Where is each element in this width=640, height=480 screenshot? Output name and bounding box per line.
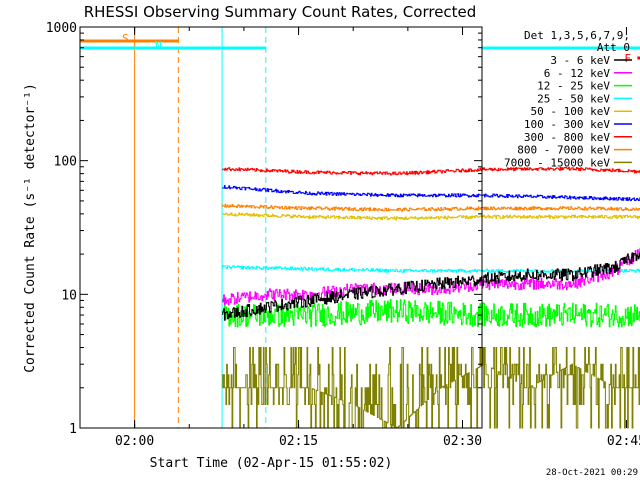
series-line-7 [222, 203, 640, 212]
y-tick-label: 100 [54, 155, 77, 170]
legend-label: 50 - 100 keV [531, 105, 611, 118]
y-axis-label: Corrected Count Rate (s⁻¹ detector⁻¹) [23, 83, 38, 373]
legend-label: 12 - 25 keV [537, 80, 610, 93]
legend-header: Att 0 [597, 41, 630, 54]
legend-label: 25 - 50 keV [537, 92, 610, 105]
legend-label: 100 - 300 keV [524, 118, 610, 131]
series-line-0 [222, 252, 640, 321]
plot-frame [79, 26, 483, 429]
legend-label: 3 - 6 keV [550, 54, 610, 67]
y-tick-label: 1 [69, 422, 77, 437]
x-tick-label: 02:45 [607, 434, 640, 449]
legend-header: Det 1,3,5,6,7,9, [524, 29, 630, 42]
legend-label: 300 - 800 keV [524, 131, 610, 144]
series-line-6 [222, 166, 640, 176]
series-line-2 [222, 298, 640, 328]
x-axis-label: Start Time (02-Apr-15 01:55:02) [150, 456, 393, 471]
chart-title: RHESSI Observing Summary Count Rates, Co… [84, 3, 477, 21]
y-tick-label: 10 [61, 288, 77, 303]
x-tick-label: 02:15 [279, 434, 318, 449]
footer-date: 28-Oct-2021 00:29 [546, 468, 638, 478]
series-layer [222, 166, 640, 429]
annotation-f: F [624, 52, 631, 65]
legend-label: 7000 - 15000 keV [504, 156, 610, 169]
x-tick-label: 02:30 [443, 434, 482, 449]
legend-label: 6 - 12 keV [544, 67, 611, 80]
series-line-5 [222, 185, 640, 202]
annotation-s: S [122, 32, 129, 45]
series-line-4 [222, 212, 640, 221]
axes: 02:0002:1502:3002:4503:0003:1503:3011010… [46, 21, 640, 449]
series-line-8 [222, 347, 640, 429]
annotation-n: N [155, 39, 162, 52]
x-tick-label: 02:00 [115, 434, 154, 449]
legend-label: 800 - 7000 keV [517, 144, 610, 157]
y-tick-label: 1000 [46, 21, 77, 36]
